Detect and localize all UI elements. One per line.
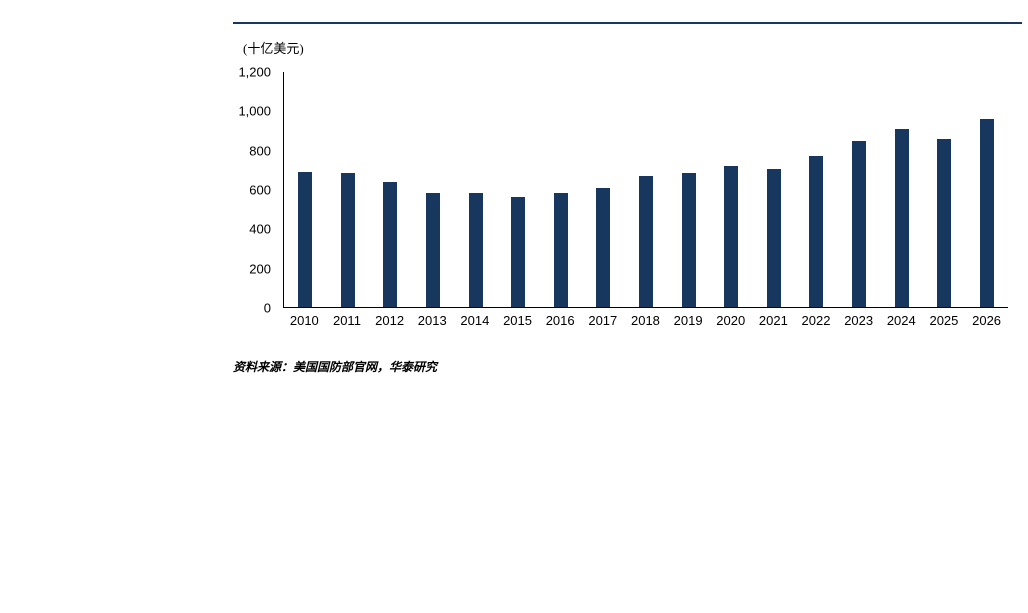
y-tick-label: 0	[263, 300, 271, 316]
bar-rect	[383, 181, 398, 307]
y-tick-label: 400	[249, 221, 271, 237]
source-note: 资料来源：美国国防部官网，华泰研究	[233, 360, 438, 374]
x-tick-label: 2025	[929, 313, 959, 328]
x-tick-label: 2012	[375, 313, 405, 328]
y-tick-label: 600	[249, 182, 271, 198]
bar-rect	[894, 128, 909, 307]
x-tick-label: 2026	[972, 313, 1002, 328]
x-axis: 2010 2011 2012 2013 2014 2015 2016 2017 2018 2019…	[283, 313, 1008, 328]
bar-2010	[284, 72, 327, 307]
x-tick-label: 2024	[886, 313, 916, 328]
bar-2021	[753, 72, 796, 307]
bar-rect	[937, 138, 952, 307]
x-tick-label: 2022	[801, 313, 831, 328]
y-tick-label: 200	[249, 261, 271, 277]
bar-2016	[540, 72, 583, 307]
x-tick-label: 2023	[844, 313, 874, 328]
defense-budget-bar-chart: (十亿美元) 0 200 400 600 800 1,000 1,200 2010 2011 2…	[233, 22, 1022, 342]
x-tick-label: 2010	[289, 313, 319, 328]
plot-area	[283, 72, 1008, 308]
bar-rect	[766, 169, 781, 307]
x-tick-label: 2020	[716, 313, 746, 328]
bar-2011	[327, 72, 370, 307]
bar-2022	[795, 72, 838, 307]
x-tick-label: 2018	[630, 313, 660, 328]
bar-2015	[497, 72, 540, 307]
bar-rect	[852, 140, 867, 307]
bar-rect	[979, 119, 994, 307]
chart-top-border	[233, 22, 1022, 24]
bar-2014	[454, 72, 497, 307]
bar-2019	[667, 72, 710, 307]
bar-2018	[625, 72, 668, 307]
bar-2017	[582, 72, 625, 307]
y-tick-label: 1,000	[238, 103, 271, 119]
y-axis-unit-label: (十亿美元)	[243, 41, 304, 56]
x-tick-label: 2016	[545, 313, 575, 328]
bar-rect	[468, 193, 483, 307]
bar-rect	[426, 193, 441, 307]
bar-rect	[681, 172, 696, 307]
bar-rect	[639, 175, 654, 307]
y-tick-label: 1,200	[238, 64, 271, 80]
x-tick-label: 2015	[503, 313, 532, 328]
bar-2025	[923, 72, 966, 307]
bar-rect	[724, 165, 739, 307]
bar-rect	[511, 197, 526, 307]
bar-2023	[838, 72, 881, 307]
x-tick-label: 2013	[417, 313, 447, 328]
x-tick-label: 2021	[758, 313, 788, 328]
bar-2024	[880, 72, 923, 307]
x-tick-label: 2019	[673, 313, 703, 328]
bar-rect	[809, 155, 824, 307]
bar-rect	[298, 171, 313, 307]
y-axis: 0 200 400 600 800 1,000 1,200	[233, 65, 277, 316]
bar-rect	[553, 193, 568, 307]
bar-2020	[710, 72, 753, 307]
bar-2013	[412, 72, 455, 307]
bar-rect	[340, 172, 355, 307]
bar-2026	[966, 72, 1009, 307]
bar-rect	[596, 188, 611, 307]
y-tick-label: 800	[249, 143, 271, 159]
bar-2012	[369, 72, 412, 307]
x-tick-label: 2014	[460, 313, 490, 328]
x-tick-label: 2011	[332, 313, 361, 328]
x-tick-label: 2017	[588, 313, 618, 328]
